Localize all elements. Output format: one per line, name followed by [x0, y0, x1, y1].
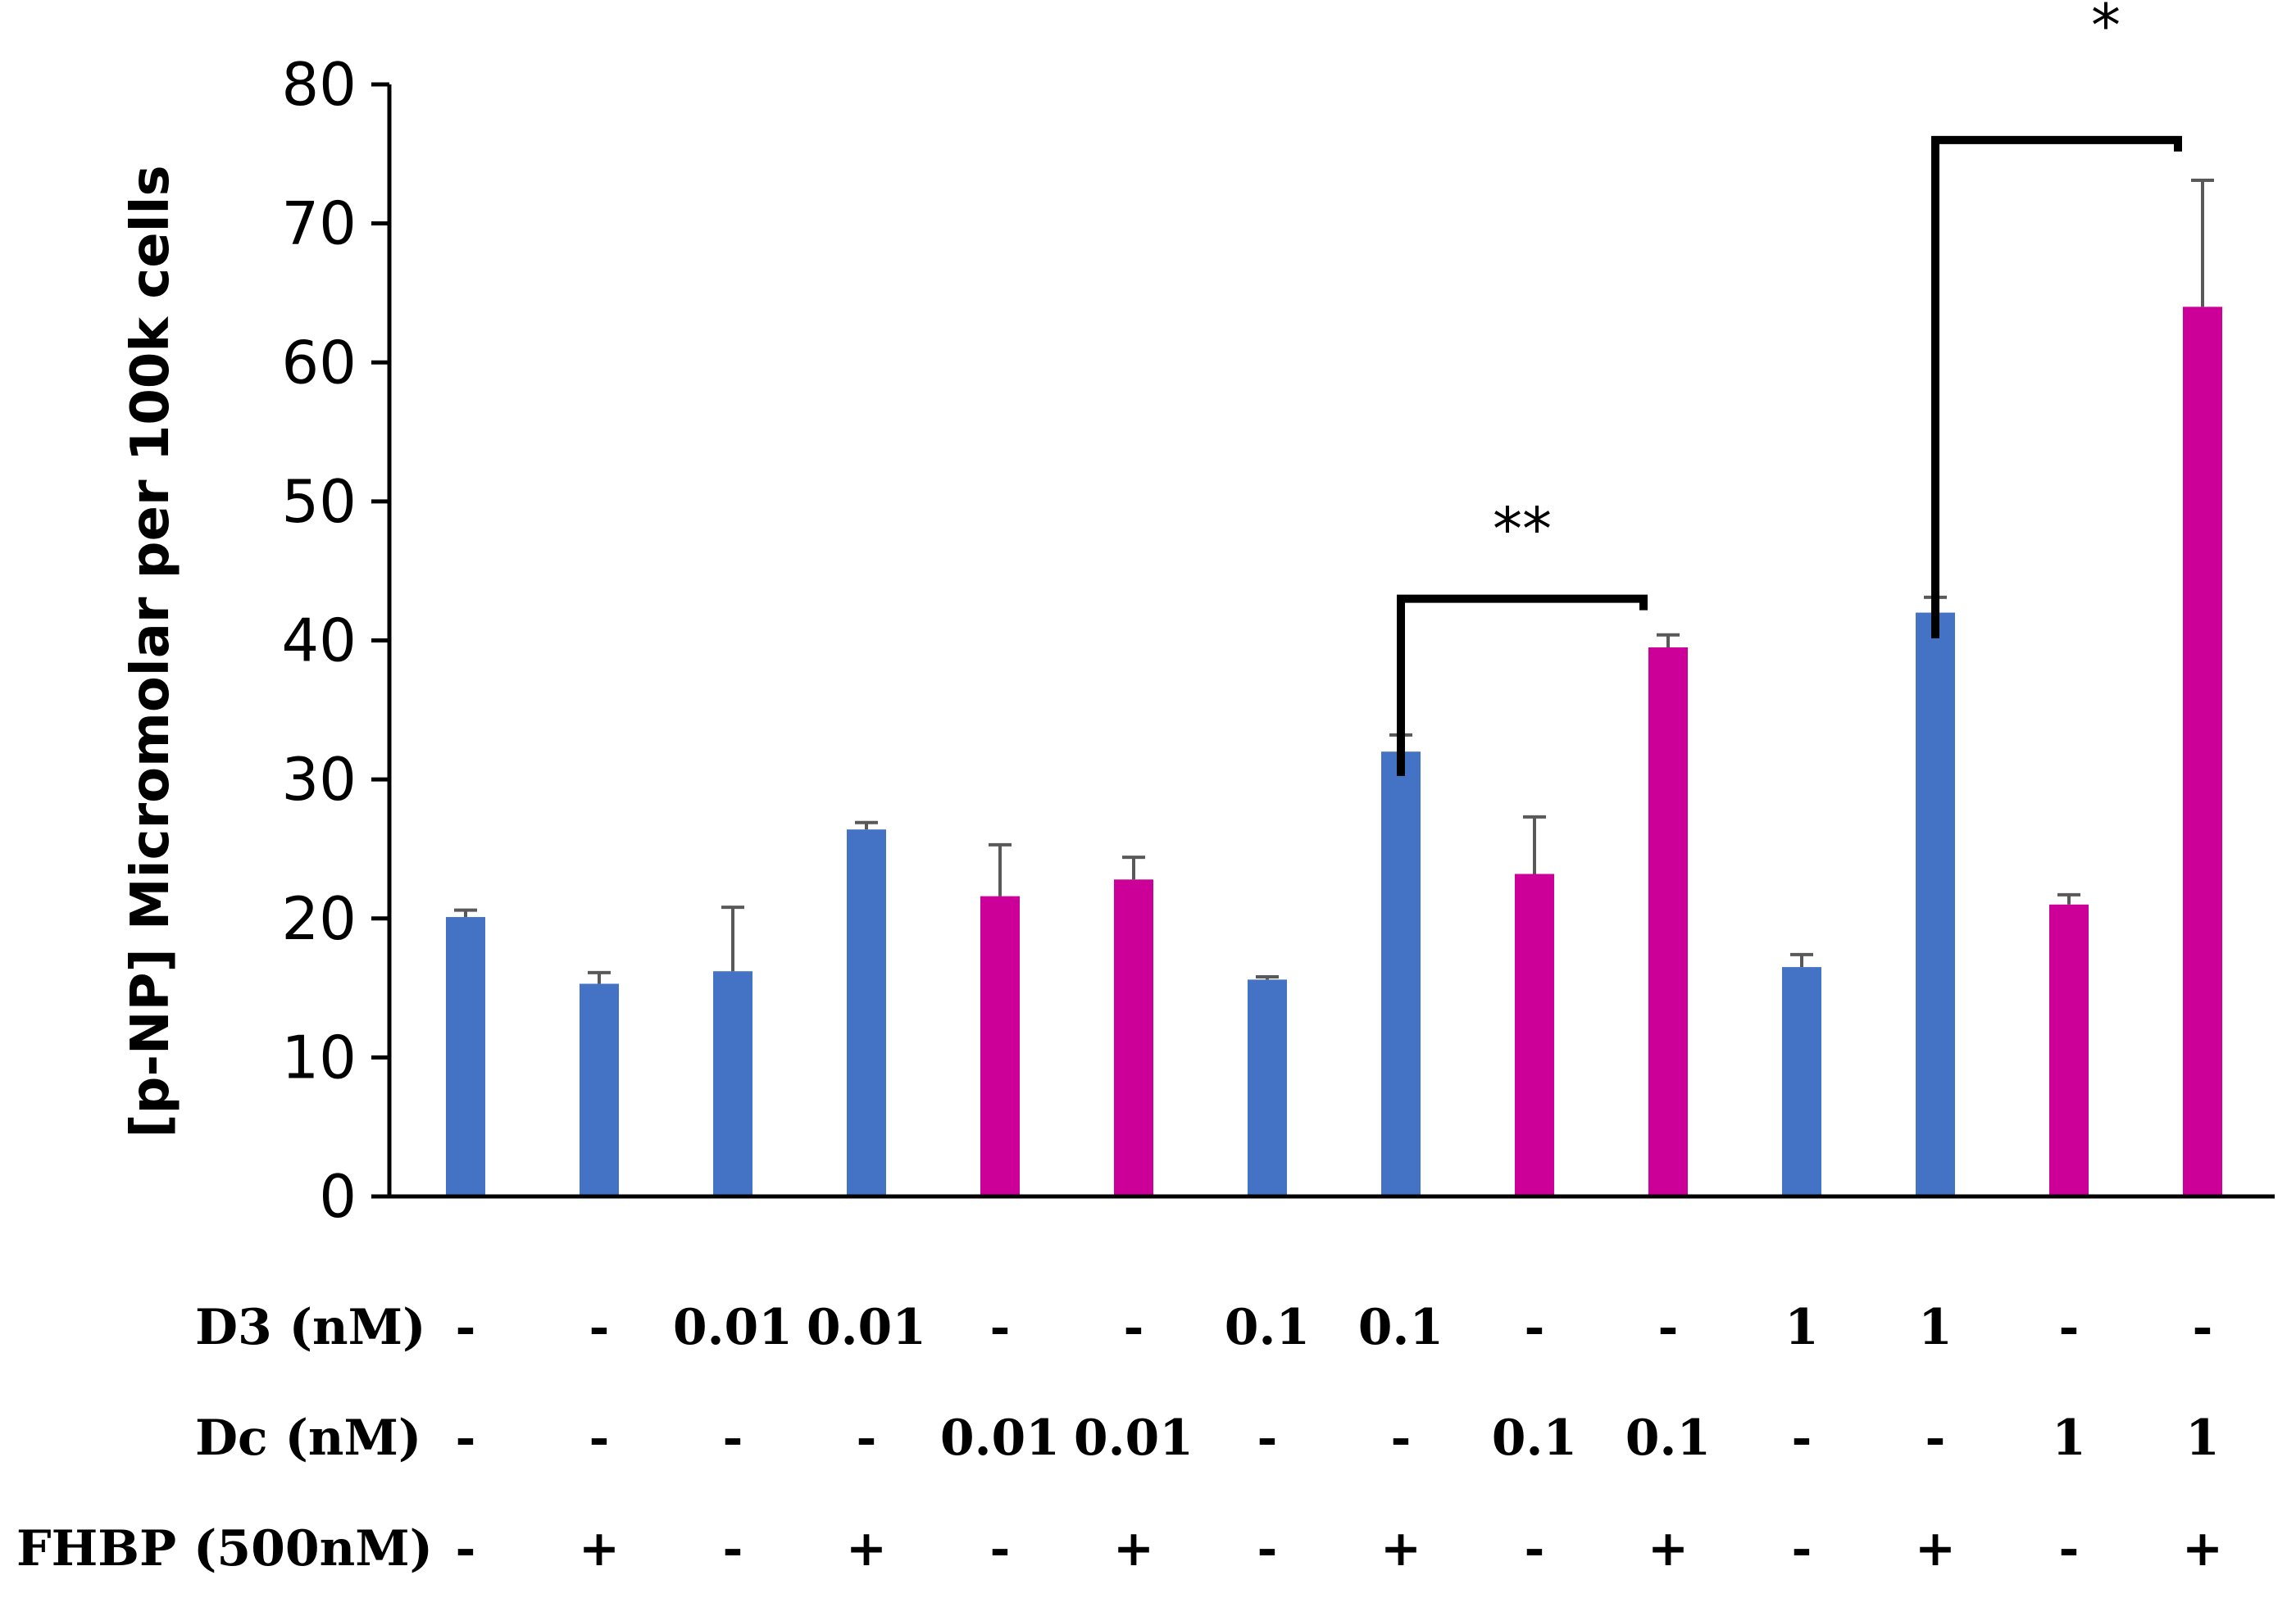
- condition-value: 0.1: [1225, 1299, 1310, 1356]
- condition-value: 0.01: [673, 1299, 793, 1356]
- bar-10: [1648, 647, 1688, 1196]
- condition-value: -: [2059, 1299, 2080, 1356]
- condition-value: -: [1391, 1410, 1412, 1467]
- condition-label-3: FHBP (500nM): [16, 1520, 433, 1577]
- bars-group: [446, 306, 2222, 1196]
- y-axis: 0 10 20 30 40 50 60 70 80: [281, 50, 392, 1231]
- condition-value: -: [1525, 1299, 1545, 1356]
- condition-value: 1: [2052, 1410, 2086, 1467]
- y-tick-label: 70: [281, 189, 357, 258]
- y-axis-label: [p-NP] Micromolar per 100k cells: [120, 165, 181, 1137]
- condition-value: -: [1658, 1299, 1679, 1356]
- condition-value: -: [1792, 1520, 1812, 1577]
- y-tick-label: 30: [281, 745, 357, 814]
- condition-value: -: [1792, 1410, 1812, 1467]
- condition-value: 0.1: [1625, 1410, 1711, 1467]
- bar-14: [2183, 306, 2222, 1196]
- condition-value: -: [723, 1410, 743, 1467]
- condition-value: -: [723, 1520, 743, 1577]
- bar-2: [580, 983, 619, 1196]
- y-tick-label: 60: [281, 328, 357, 397]
- condition-label-2: Dc (nM): [195, 1410, 421, 1467]
- condition-value: +: [1648, 1520, 1689, 1577]
- bar-13: [2049, 904, 2089, 1196]
- y-tick-label: 40: [281, 606, 357, 675]
- condition-value: 0.1: [1492, 1410, 1577, 1467]
- bar-12: [1916, 612, 1955, 1196]
- significance-marker-1: **: [1493, 495, 1552, 564]
- condition-value: 0.01: [940, 1410, 1060, 1467]
- significance-bracket-2: [1931, 135, 2182, 638]
- condition-value: -: [2193, 1299, 2213, 1356]
- bar-5: [980, 896, 1020, 1196]
- significance-marker-2: *: [2091, 0, 2121, 60]
- condition-value: 0.1: [1358, 1299, 1444, 1356]
- condition-value: +: [579, 1520, 620, 1577]
- condition-value: 1: [1785, 1299, 1819, 1356]
- significance-annotations: ***: [1397, 0, 2182, 776]
- condition-value: -: [1925, 1410, 1946, 1467]
- bar-1: [446, 917, 485, 1196]
- bar-7: [1248, 979, 1287, 1196]
- condition-value: -: [456, 1520, 476, 1577]
- bar-8: [1381, 751, 1421, 1196]
- condition-value: 1: [2185, 1410, 2220, 1467]
- condition-value: -: [1124, 1299, 1144, 1356]
- y-tick-label: 80: [281, 50, 357, 119]
- bar-6: [1114, 879, 1153, 1196]
- condition-value: -: [456, 1410, 476, 1467]
- condition-value: -: [589, 1410, 610, 1467]
- y-tick-label: 20: [281, 884, 357, 953]
- bar-11: [1782, 967, 1821, 1196]
- y-tick-label: 50: [281, 467, 357, 536]
- condition-value: -: [1257, 1410, 1278, 1467]
- y-tick-label: 10: [281, 1023, 357, 1092]
- condition-value: +: [846, 1520, 887, 1577]
- significance-bracket-1: [1397, 594, 1648, 776]
- condition-value: -: [589, 1299, 610, 1356]
- condition-value: 1: [1918, 1299, 1953, 1356]
- condition-value: -: [456, 1299, 476, 1356]
- condition-table: D3 (nM) - -0.01 0.01- -0.1 0.1- -1 1- -Dc (nM) - -…: [16, 1299, 2223, 1577]
- condition-value: -: [990, 1299, 1011, 1356]
- bar-4: [847, 829, 886, 1196]
- condition-value: +: [1380, 1520, 1421, 1577]
- condition-label-1: D3 (nM): [195, 1299, 425, 1356]
- condition-value: 0.01: [1074, 1410, 1193, 1467]
- condition-value: +: [2182, 1520, 2223, 1577]
- condition-value: +: [1113, 1520, 1154, 1577]
- condition-value: 0.01: [807, 1299, 926, 1356]
- bar-9: [1515, 874, 1554, 1196]
- condition-value: -: [857, 1410, 877, 1467]
- condition-value: -: [1257, 1520, 1278, 1577]
- condition-value: -: [990, 1520, 1011, 1577]
- y-tick-label: 0: [319, 1162, 357, 1231]
- condition-value: +: [1915, 1520, 1956, 1577]
- condition-value: -: [1525, 1520, 1545, 1577]
- condition-value: -: [2059, 1520, 2080, 1577]
- bar-3: [713, 971, 752, 1196]
